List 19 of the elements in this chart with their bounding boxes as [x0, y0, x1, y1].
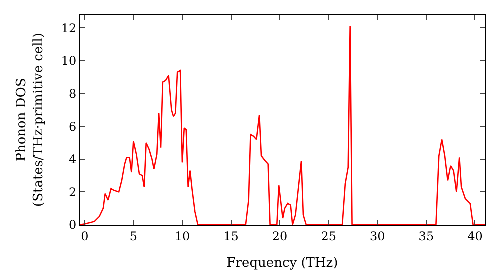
y-axis-title: Phonon DOS (States/THz·primitive cell): [14, 32, 46, 208]
y-tick-label: 8: [68, 86, 77, 101]
x-tick-label: 20: [272, 229, 288, 244]
x-tick-label: 5: [130, 229, 138, 244]
x-axis-title: Frequency (THz): [226, 256, 338, 271]
x-tick-label: 30: [370, 229, 386, 244]
y-tick-label: 2: [68, 185, 77, 200]
x-tick-label: 0: [81, 229, 89, 244]
x-tick-label: 35: [418, 229, 434, 244]
x-tick-label: 10: [174, 229, 190, 244]
line-series: [80, 26, 485, 225]
y-tick-label: 6: [68, 120, 77, 134]
y-tick-label: 10: [61, 54, 77, 68]
y-tick-label: 12: [61, 21, 77, 36]
x-tick-label: 15: [224, 229, 239, 244]
y-tick-label: 0: [68, 218, 77, 232]
x-tick-label: 25: [321, 229, 336, 244]
y-tick-label: 4: [68, 152, 77, 167]
x-tick-label: 40: [468, 229, 483, 244]
